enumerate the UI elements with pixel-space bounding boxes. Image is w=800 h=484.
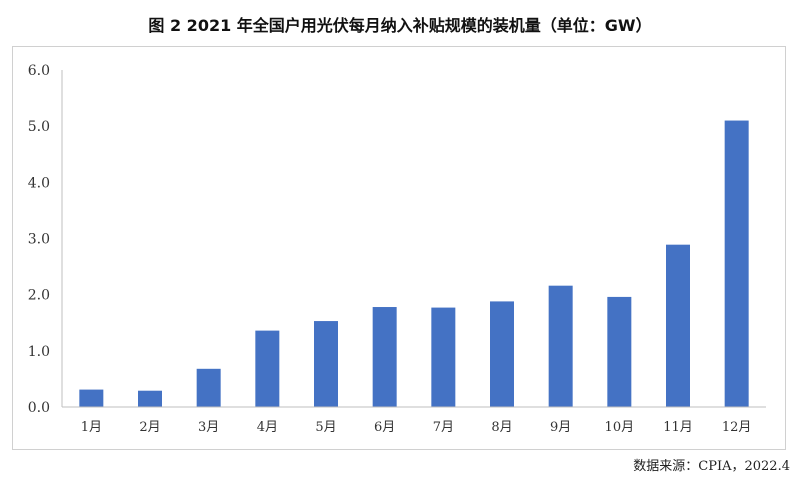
bar	[314, 321, 338, 407]
y-tick-label: 1.0	[28, 344, 50, 360]
bar	[607, 296, 632, 407]
x-tick-label: 5月	[315, 420, 336, 435]
bar	[431, 307, 456, 407]
x-tick-label: 8月	[491, 420, 512, 435]
x-tick-label: 1月	[81, 420, 102, 435]
x-tick-label: 11月	[663, 420, 693, 435]
y-tick-label: 4.0	[28, 175, 50, 191]
y-tick-label: 3.0	[28, 232, 50, 248]
chart-title: 图 2 2021 年全国户用光伏每月纳入补贴规模的装机量（单位：GW）	[148, 16, 652, 35]
y-tick-label: 5.0	[28, 119, 50, 135]
bar	[255, 330, 280, 407]
x-tick-label: 4月	[257, 420, 278, 435]
x-tick-label: 6月	[374, 420, 395, 435]
chart-frame	[12, 46, 786, 450]
x-tick-label: 3月	[198, 420, 219, 435]
x-tick-label: 12月	[722, 420, 752, 435]
bar	[196, 368, 221, 407]
bar	[490, 301, 514, 407]
bar	[138, 390, 162, 407]
bar	[548, 285, 573, 407]
x-tick-label: 7月	[433, 420, 454, 435]
y-tick-label: 0.0	[28, 400, 50, 416]
y-tick-label: 6.0	[28, 63, 50, 79]
x-tick-label: 2月	[139, 420, 160, 435]
x-tick-label: 10月	[605, 420, 635, 435]
bar	[666, 244, 690, 407]
bar	[79, 389, 104, 407]
bar	[372, 307, 397, 407]
x-tick-label: 9月	[550, 420, 571, 435]
y-tick-label: 2.0	[28, 288, 50, 304]
bar	[724, 120, 749, 408]
source-note: 数据来源：CPIA，2022.4	[633, 459, 790, 474]
